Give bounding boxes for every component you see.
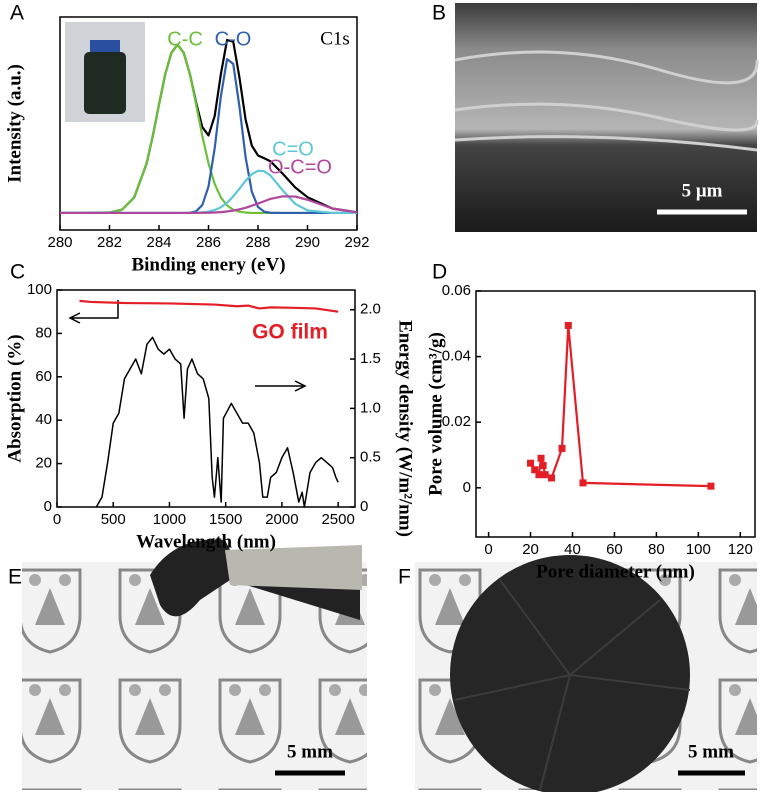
y2-tick-label: 0 bbox=[360, 498, 368, 515]
scale-text: 5 mm bbox=[287, 741, 333, 762]
y-tick-label: 0.02 bbox=[442, 413, 471, 430]
y-tick-label: 40 bbox=[35, 411, 52, 428]
folds bbox=[454, 579, 691, 791]
x-tick-label: 20 bbox=[522, 541, 539, 558]
series-label: C-C bbox=[167, 28, 203, 50]
point bbox=[537, 454, 545, 462]
x-tick-label: 1000 bbox=[153, 511, 186, 528]
panel-label: A bbox=[10, 2, 24, 25]
y-tick-label: 100 bbox=[27, 281, 52, 298]
series-line bbox=[95, 336, 339, 508]
plot-frame bbox=[56, 289, 356, 508]
plot-frame bbox=[475, 290, 756, 538]
series-label: GO film bbox=[252, 321, 328, 344]
y-axis-title: Absorption (%) bbox=[4, 334, 25, 462]
x-tick-label: 286 bbox=[196, 234, 221, 251]
point bbox=[548, 474, 556, 482]
x-tick-label: 500 bbox=[101, 511, 126, 528]
x-tick-label: 0 bbox=[53, 511, 61, 528]
point bbox=[531, 466, 539, 474]
x-tick-label: 280 bbox=[47, 234, 72, 251]
arrow-left-axis bbox=[68, 300, 119, 324]
point bbox=[558, 444, 566, 452]
x-tick-label: 288 bbox=[245, 234, 270, 251]
scale-text: 5 mm bbox=[688, 741, 734, 762]
series-label: C=O bbox=[272, 138, 314, 160]
panel-label: D bbox=[432, 261, 447, 284]
x-tick-label: 282 bbox=[97, 234, 122, 251]
y-axis-title: Pore volume (cm³/g) bbox=[425, 332, 446, 496]
bottle bbox=[84, 52, 126, 114]
x-axis-title: Pore diameter (nm) bbox=[536, 561, 695, 582]
series-line bbox=[60, 195, 358, 215]
y-tick-label: 80 bbox=[35, 324, 52, 341]
series-line bbox=[79, 299, 339, 313]
point bbox=[539, 461, 547, 469]
series-line bbox=[529, 324, 711, 488]
y-tick-label: 0.06 bbox=[442, 282, 471, 299]
scale-text: 5 μm bbox=[682, 180, 723, 201]
x-tick-label: 60 bbox=[606, 541, 623, 558]
y-tick-label: 60 bbox=[35, 368, 52, 385]
point bbox=[527, 459, 535, 467]
annotation: C1s bbox=[320, 28, 350, 49]
x-tick-label: 100 bbox=[686, 541, 711, 558]
point bbox=[707, 482, 715, 490]
x-tick-label: 284 bbox=[146, 234, 171, 251]
y-tick-label: 0 bbox=[44, 498, 52, 515]
x-axis-title: Binding enery (eV) bbox=[131, 254, 285, 275]
y2-tick-label: 1.0 bbox=[360, 399, 381, 416]
y-tick-label: 0 bbox=[463, 479, 471, 496]
x-tick-label: 1500 bbox=[209, 511, 242, 528]
point bbox=[535, 471, 543, 479]
y2-tick-label: 1.5 bbox=[360, 350, 381, 367]
y2-axis-title: Energy density (W/m²/nm) bbox=[395, 320, 416, 537]
x-tick-label: 290 bbox=[295, 234, 320, 251]
y-tick-label: 20 bbox=[35, 455, 52, 472]
x-tick-label: 0 bbox=[484, 541, 492, 558]
x-tick-label: 80 bbox=[648, 541, 665, 558]
x-tick-label: 40 bbox=[564, 541, 581, 558]
y-tick-label: 0.04 bbox=[442, 348, 471, 365]
x-tick-label: 2500 bbox=[321, 511, 354, 528]
x-tick-label: 120 bbox=[728, 541, 753, 558]
point bbox=[564, 321, 572, 329]
y2-tick-label: 0.5 bbox=[360, 449, 381, 466]
series-label: O-C=O bbox=[268, 156, 332, 178]
y-axis-title: Intensity (a.u.) bbox=[4, 64, 25, 183]
point bbox=[579, 479, 587, 487]
bottle-cap bbox=[90, 40, 120, 52]
panel-label: F bbox=[398, 566, 411, 589]
y2-tick-label: 2.0 bbox=[360, 301, 381, 318]
x-axis-title: Wavelength (nm) bbox=[136, 531, 276, 552]
panel-label: E bbox=[8, 566, 22, 589]
arrow-right-axis bbox=[255, 380, 307, 392]
series-label: C-O bbox=[215, 28, 252, 50]
sem-image bbox=[455, 3, 757, 232]
panel-label: B bbox=[432, 2, 446, 25]
x-tick-label: 2000 bbox=[265, 511, 298, 528]
x-tick-label: 292 bbox=[344, 234, 369, 251]
sem-texture bbox=[454, 50, 759, 152]
tweezers bbox=[225, 545, 362, 590]
point bbox=[541, 471, 549, 479]
panel-label: C bbox=[10, 261, 25, 284]
